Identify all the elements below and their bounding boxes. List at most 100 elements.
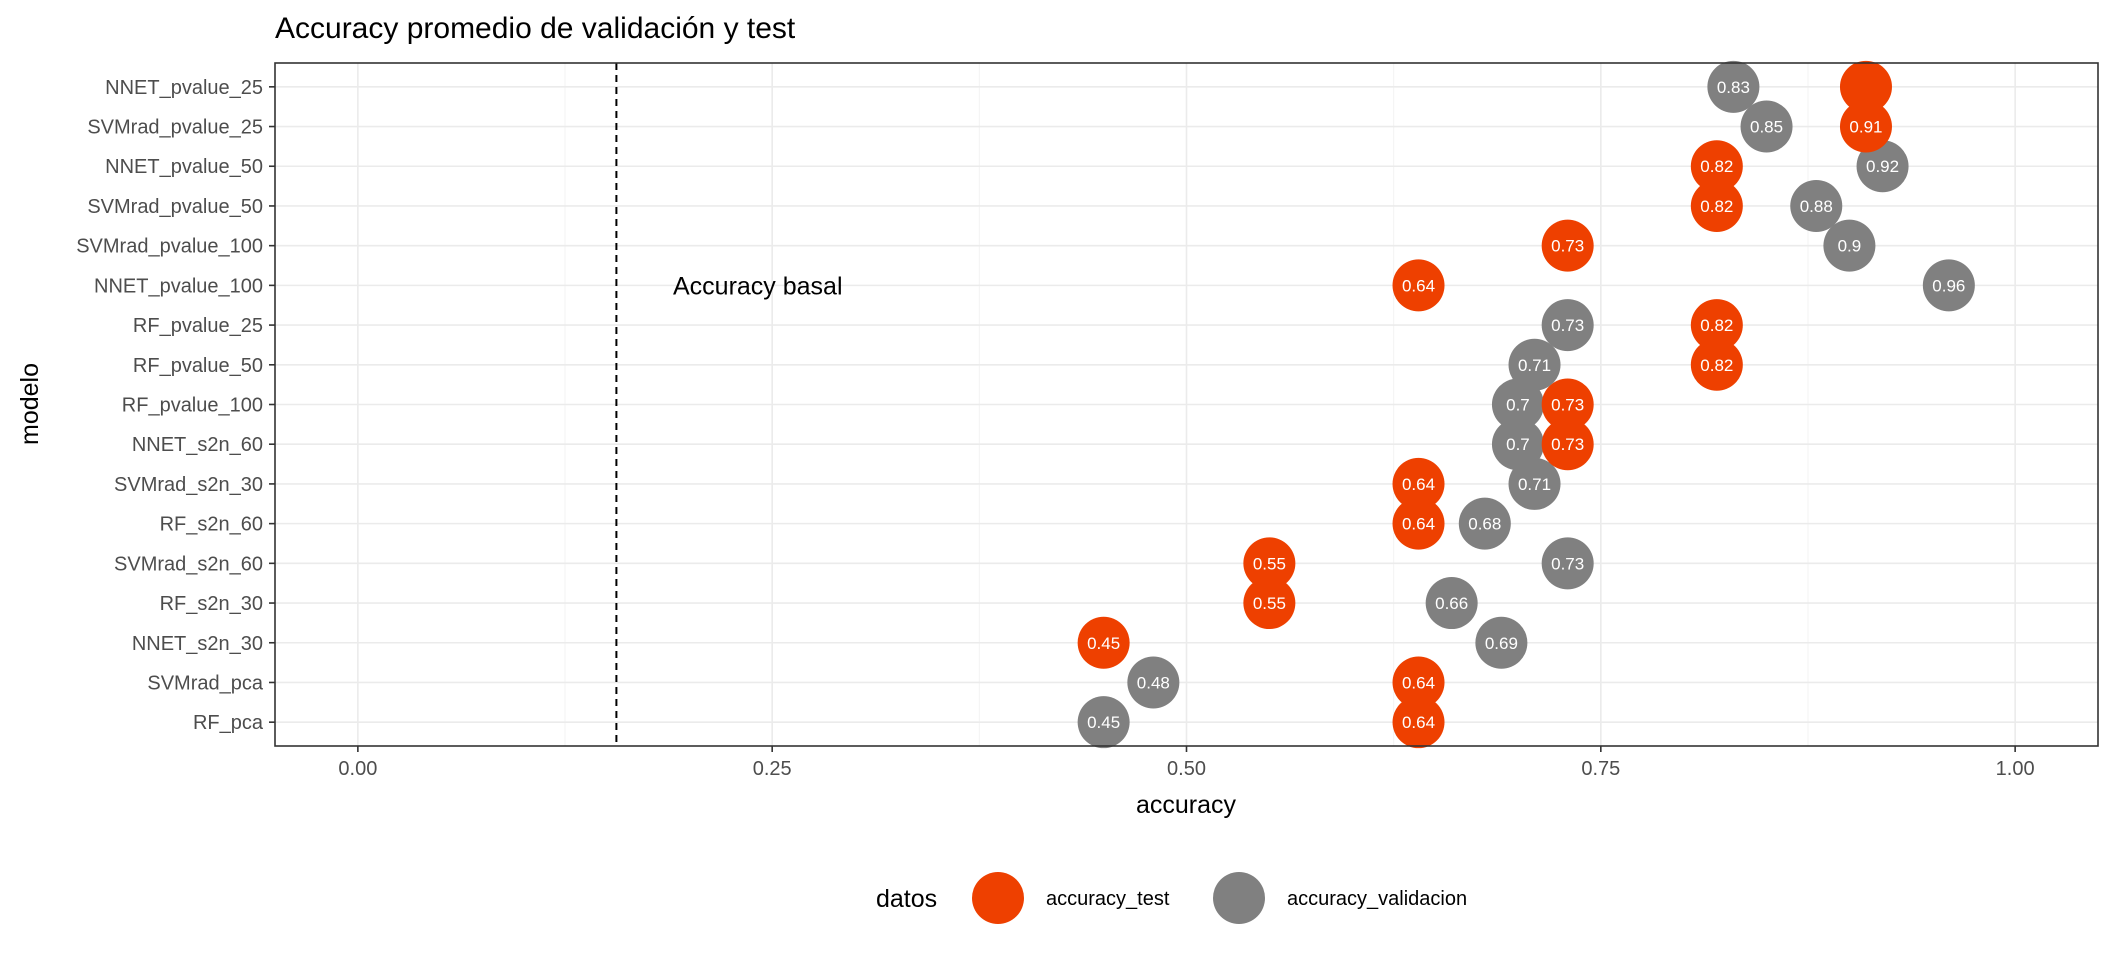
point-label: 0.73 — [1551, 435, 1584, 454]
point-accuracy_test — [1839, 100, 1892, 153]
point-label: 0.73 — [1551, 237, 1584, 256]
point-label: 0.82 — [1700, 197, 1733, 216]
y-tick-label: RF_s2n_30 — [160, 593, 263, 615]
point-accuracy_test — [1541, 219, 1594, 272]
point-accuracy_test — [1392, 259, 1445, 312]
point-accuracy_validacion — [1458, 497, 1511, 550]
point-label: 0.73 — [1551, 316, 1584, 335]
point-accuracy_test — [1243, 577, 1296, 630]
point-accuracy_validacion — [1508, 457, 1561, 510]
point-label: 0.88 — [1800, 197, 1833, 216]
point-accuracy_validacion — [1508, 338, 1561, 391]
legend-label-accuracy-validacion: accuracy_validacion — [1287, 888, 1467, 910]
y-tick-label: SVMrad_pvalue_25 — [87, 117, 263, 139]
point-accuracy_test — [1839, 60, 1892, 113]
y-tick-labels: NNET_pvalue_25 SVMrad_pvalue_25 NNET_pvalu… — [76, 77, 275, 734]
legend-key-accuracy-validacion — [1213, 872, 1265, 924]
point-label: 0.55 — [1253, 594, 1286, 613]
y-tick-label: NNET_pvalue_25 — [105, 77, 263, 99]
point-accuracy_test — [1243, 537, 1296, 590]
point-label: 0.69 — [1485, 634, 1518, 653]
point-label: 0.82 — [1700, 356, 1733, 375]
reference-line-label: Accuracy basal — [673, 272, 843, 300]
point-accuracy_test — [1690, 299, 1743, 352]
point-accuracy_validacion — [1856, 140, 1909, 193]
point-label: 0.64 — [1402, 276, 1435, 295]
y-tick-label: SVMrad_pvalue_50 — [87, 196, 263, 218]
point-accuracy_test — [1690, 338, 1743, 391]
point-accuracy_validacion — [1740, 100, 1793, 153]
reference-line-group: Accuracy basal — [615, 63, 843, 746]
point-label: 0.71 — [1518, 356, 1551, 375]
point-label: 0.73 — [1551, 396, 1584, 415]
point-accuracy_test — [1690, 140, 1743, 193]
x-tick-label: 0.25 — [753, 758, 792, 780]
y-tick-label: NNET_s2n_30 — [132, 633, 263, 655]
legend-title: datos — [876, 885, 937, 913]
point-label: 0.45 — [1087, 713, 1120, 732]
y-tick-label: RF_pca — [193, 712, 264, 734]
point-accuracy_test — [1077, 616, 1130, 669]
y-tick-label: SVMrad_s2n_30 — [114, 474, 263, 496]
point-accuracy_test — [1392, 497, 1445, 550]
point-label: 0.73 — [1551, 554, 1584, 573]
point-label: 0.71 — [1518, 475, 1551, 494]
point-label: 0.82 — [1700, 316, 1733, 335]
y-tick-label: RF_pvalue_25 — [133, 315, 263, 337]
y-tick-label: RF_s2n_60 — [160, 514, 263, 536]
point-accuracy_test — [1392, 656, 1445, 709]
point-accuracy_validacion — [1491, 378, 1544, 431]
x-axis-title: accuracy — [1136, 791, 1237, 819]
point-accuracy_validacion — [1707, 60, 1760, 113]
point-label: 0.96 — [1932, 276, 1965, 295]
y-tick-label: NNET_pvalue_50 — [105, 156, 263, 178]
y-tick-label: RF_pvalue_50 — [133, 355, 263, 377]
point-label: 0.68 — [1468, 515, 1501, 534]
point-label: 0.66 — [1435, 594, 1468, 613]
point-accuracy_validacion — [1823, 219, 1876, 272]
point-label: 0.64 — [1402, 475, 1435, 494]
data-points: 0.83 0.85 0.92 0.88 0.9 0.96 0.73 0.71 0.7 0.7 0.7… — [1077, 60, 1975, 749]
point-accuracy_test — [1690, 179, 1743, 232]
point-accuracy_validacion — [1127, 656, 1180, 709]
grid — [275, 63, 2098, 746]
x-tick-label: 1.00 — [1996, 758, 2035, 780]
y-tick-label: SVMrad_pvalue_100 — [76, 236, 263, 258]
y-tick-label: SVMrad_s2n_60 — [114, 553, 263, 575]
x-tick-label: 0.00 — [338, 758, 377, 780]
point-label: 0.7 — [1506, 435, 1530, 454]
y-tick-label: RF_pvalue_100 — [122, 395, 263, 417]
point-label: 0.82 — [1700, 157, 1733, 176]
point-label: 0.45 — [1087, 634, 1120, 653]
point-label: 0.55 — [1253, 554, 1286, 573]
y-tick-label: SVMrad_pca — [147, 672, 263, 694]
legend: datos accuracy_test accuracy_validacion — [876, 872, 1467, 924]
point-accuracy_test — [1541, 378, 1594, 431]
y-axis-title: modelo — [16, 363, 44, 445]
point-accuracy_validacion — [1922, 259, 1975, 312]
point-accuracy_validacion — [1425, 577, 1478, 630]
point-accuracy_validacion — [1077, 696, 1130, 749]
point-label: 0.64 — [1402, 713, 1435, 732]
x-tick-labels: 0.00 0.25 0.50 0.75 1.00 — [338, 746, 2035, 780]
point-accuracy_validacion — [1541, 299, 1594, 352]
point-label: 0.85 — [1750, 118, 1783, 137]
x-tick-label: 0.75 — [1581, 758, 1620, 780]
point-label: 0.91 — [1849, 118, 1882, 137]
point-label: 0.48 — [1137, 673, 1170, 692]
point-label: 0.92 — [1866, 157, 1899, 176]
point-label: 0.7 — [1506, 396, 1530, 415]
point-accuracy_validacion — [1475, 616, 1528, 669]
point-label: 0.9 — [1838, 237, 1862, 256]
point-accuracy_test — [1392, 696, 1445, 749]
point-accuracy_test — [1541, 418, 1594, 471]
point-accuracy_test — [1392, 457, 1445, 510]
point-accuracy_validacion — [1790, 179, 1843, 232]
point-label: 0.64 — [1402, 673, 1435, 692]
x-tick-label: 0.50 — [1167, 758, 1206, 780]
y-tick-label: NNET_pvalue_100 — [94, 275, 263, 297]
y-tick-label: NNET_s2n_60 — [132, 434, 263, 456]
point-accuracy_validacion — [1491, 418, 1544, 471]
chart-title: Accuracy promedio de validación y test — [275, 12, 796, 45]
point-accuracy_validacion — [1541, 537, 1594, 590]
